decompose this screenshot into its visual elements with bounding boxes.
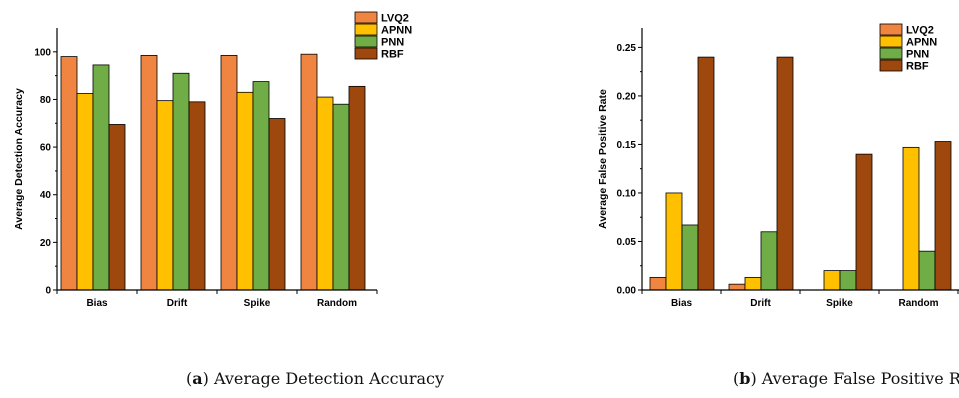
bar-apnn-random: [316, 96, 334, 291]
bar-apnn-spike: [823, 270, 841, 291]
bar-pnn-bias: [92, 64, 110, 291]
bar-lvq2-bias: [60, 56, 78, 291]
legend-label-rbf: RBF: [381, 49, 404, 61]
bar-lvq2-drift: [140, 54, 158, 291]
caption-a-text: ) Average Detection Accuracy: [202, 369, 445, 388]
bar-rbf-bias: [697, 56, 715, 291]
legend-label-pnn: PNN: [906, 49, 929, 61]
legend-swatch-pnn: [879, 47, 903, 60]
bar-rbf-drift: [776, 56, 794, 291]
y-tick-label: 60: [40, 143, 52, 154]
legend-label-lvq2: LVQ2: [381, 13, 409, 25]
y-axis-label: Average Detection Accuracy: [13, 88, 25, 230]
bar-apnn-drift: [156, 100, 174, 291]
bar-apnn-bias: [76, 93, 94, 291]
x-tick-label-bias: Bias: [671, 298, 693, 309]
y-tick-label: 100: [34, 47, 51, 58]
caption-a-letter: a: [192, 369, 203, 388]
bar-rbf-random: [348, 85, 366, 291]
bar-pnn-spike: [252, 81, 270, 291]
x-tick-label-bias: Bias: [86, 298, 108, 309]
y-tick-label: 0: [45, 286, 51, 297]
y-tick-label: 80: [40, 95, 52, 106]
bar-pnn-drift: [760, 231, 778, 291]
bar-rbf-spike: [855, 153, 873, 291]
bar-rbf-bias: [108, 124, 126, 291]
chart-a: Bias Drift Spike Random 0 20 40 60 80 100 Average …: [13, 11, 412, 309]
legend-label-apnn: APNN: [381, 25, 412, 37]
legend-swatch-rbf: [879, 59, 903, 72]
caption-a: (a) Average Detection Accuracy: [186, 369, 444, 388]
bar-lvq2-spike: [220, 54, 238, 291]
bar-apnn-drift: [744, 276, 762, 291]
bar-pnn-drift: [172, 72, 190, 291]
legend-label-pnn: PNN: [381, 37, 404, 49]
bar-rbf-random: [934, 141, 952, 291]
bar-apnn-bias: [665, 192, 683, 291]
legend-swatch-pnn: [354, 35, 378, 48]
bar-pnn-spike: [839, 270, 857, 291]
caption-a-open: (: [186, 369, 193, 388]
bar-pnn-random: [332, 103, 350, 291]
bar-pnn-bias: [681, 224, 699, 291]
legend-label-rbf: RBF: [906, 61, 929, 73]
x-tick-label-spike: Spike: [826, 298, 853, 309]
legend-swatch-lvq2: [879, 23, 903, 36]
y-axis-label: Average False Positive Rate: [597, 89, 609, 229]
x-tick-label-drift: Drift: [750, 298, 771, 309]
bar-rbf-spike: [268, 118, 286, 291]
y-tick-label: 0.20: [617, 91, 637, 102]
legend-swatch-rbf: [354, 47, 378, 60]
bar-rbf-drift: [188, 101, 206, 291]
y-tick-label: 0.00: [617, 286, 637, 297]
bar-lvq2-bias: [649, 276, 667, 291]
y-tick-label: 0.15: [617, 140, 637, 151]
x-tick-label-random: Random: [317, 298, 357, 309]
bar-apnn-spike: [236, 91, 254, 291]
bar-lvq2-random: [300, 53, 318, 291]
x-tick-label-drift: Drift: [167, 298, 188, 309]
caption-b-open: (: [733, 369, 740, 388]
chart-b: Bias Drift Spike Random 0.00 0.05 0.10 0.15 0.20…: [597, 23, 959, 309]
bar-pnn-random: [918, 250, 936, 291]
y-tick-label: 20: [40, 238, 52, 249]
legend-swatch-lvq2: [354, 11, 378, 24]
caption-b-text: ) Average False Positive Rate: [750, 369, 959, 388]
x-tick-label-spike: Spike: [244, 298, 271, 309]
legend-swatch-apnn: [879, 35, 903, 48]
legend-label-lvq2: LVQ2: [906, 25, 934, 37]
legend-swatch-apnn: [354, 23, 378, 36]
x-tick-label-random: Random: [899, 298, 939, 309]
bar-apnn-random: [902, 146, 920, 291]
caption-b-letter: b: [739, 369, 751, 388]
y-tick-label: 0.25: [617, 43, 637, 54]
y-tick-label: 0.10: [617, 188, 637, 199]
bar-lvq2-drift: [728, 283, 746, 291]
y-tick-label: 0.05: [617, 237, 637, 248]
legend-label-apnn: APNN: [906, 37, 937, 49]
y-tick-label: 40: [40, 190, 52, 201]
caption-b: (b) Average False Positive Rate: [733, 369, 959, 388]
